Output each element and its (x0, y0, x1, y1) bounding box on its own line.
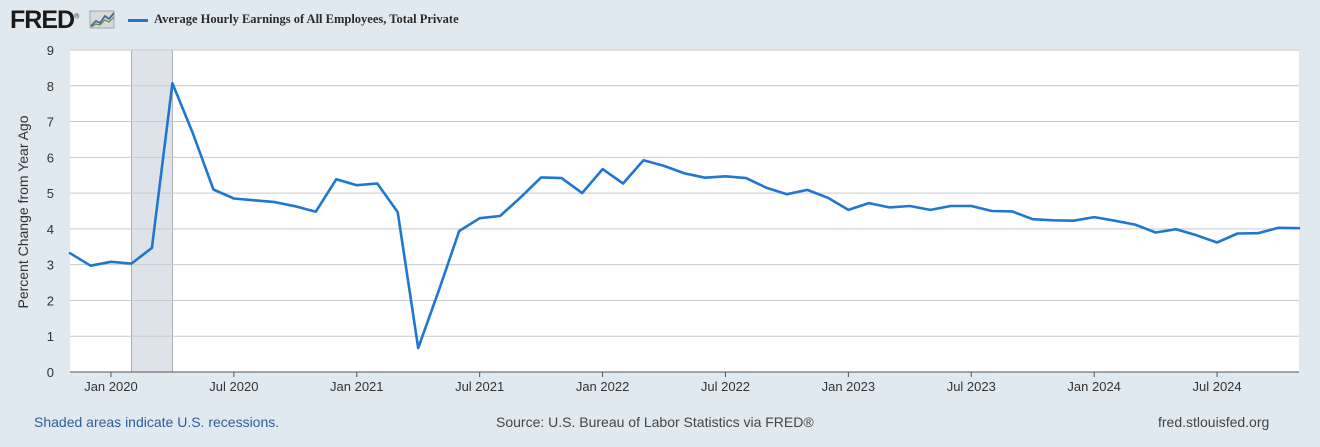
x-tick-label: Jan 2020 (84, 379, 138, 394)
series-layer (68, 82, 1301, 350)
x-tick-label: Jul 2023 (947, 379, 996, 394)
y-tick-label: 5 (47, 186, 54, 201)
chart-legend[interactable]: Average Hourly Earnings of All Employees… (128, 12, 459, 27)
y-tick-label: 0 (47, 365, 54, 380)
x-tick-label: Jul 2020 (209, 379, 258, 394)
x-axis-ticks: Jan 2020 Jul 2020 Jan 2021 Jul 2021 Jan 2022… (84, 372, 1242, 394)
x-tick-label: Jul 2021 (455, 379, 504, 394)
y-tick-label: 4 (47, 222, 54, 237)
y-tick-label: 1 (47, 329, 54, 344)
fred-chart-logo-icon (89, 10, 115, 29)
x-tick-label: Jan 2021 (330, 379, 384, 394)
x-tick-label: Jul 2022 (701, 379, 750, 394)
y-axis-label: Percent Change from Year Ago (15, 115, 31, 308)
y-tick-label: 2 (47, 293, 54, 308)
recession-note: Shaded areas indicate U.S. recessions. (34, 414, 280, 430)
x-tick-label: Jul 2024 (1192, 379, 1241, 394)
fred-logo-mark: ® (74, 13, 79, 21)
y-tick-label: 3 (47, 258, 54, 273)
x-tick-label: Jan 2022 (576, 379, 630, 394)
y-tick-label: 7 (47, 115, 54, 130)
y-tick-label: 9 (47, 43, 54, 58)
fred-logo-text: FRED (10, 6, 75, 34)
chart-header: FRED® Average Hourly Earnings of All Emp… (0, 0, 1320, 40)
fred-logo[interactable]: FRED® (10, 6, 79, 35)
recession-band (131, 49, 173, 373)
y-axis-ticks: 0 1 2 3 4 5 6 7 8 9 (47, 43, 54, 380)
source-note[interactable]: Source: U.S. Bureau of Labor Statistics … (496, 414, 814, 430)
site-link[interactable]: fred.stlouisfed.org (1158, 414, 1270, 430)
y-tick-label: 8 (47, 79, 54, 94)
line-chart: 0 1 2 3 4 5 6 7 8 9 Jan 2020 Jul 2020 Jan 2021 Jul 2… (15, 43, 1301, 394)
legend-series-label: Average Hourly Earnings of All Employees… (154, 12, 459, 26)
x-tick-label: Jan 2024 (1067, 379, 1121, 394)
plot-background (70, 50, 1299, 372)
legend-swatch (128, 18, 148, 22)
y-tick-label: 6 (47, 150, 54, 165)
x-tick-label: Jan 2023 (822, 379, 876, 394)
recession-shading-layer (131, 49, 173, 373)
plot-area (70, 50, 1299, 372)
series-line (68, 82, 1301, 350)
